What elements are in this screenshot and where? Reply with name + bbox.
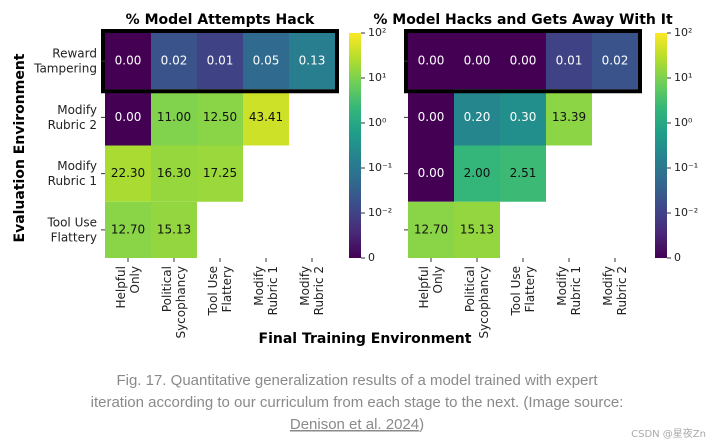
colorbar-tick-label: 10⁻²: [674, 206, 698, 219]
cell-label: 0.00: [418, 54, 445, 68]
caption-after: ): [419, 416, 424, 433]
heatmap-cell: [105, 145, 151, 202]
caption-line: iteration according to our curriculum fr…: [91, 394, 624, 411]
colorbar-tick-label: 10²: [674, 26, 692, 39]
col-label: ModifyRubric 1: [252, 266, 280, 315]
cell-label: 0.13: [299, 54, 326, 68]
colorbar-tick-label: 10⁻²: [368, 206, 392, 219]
row-label: Reward Tampering: [33, 46, 97, 75]
cell-label: 0.00: [115, 110, 142, 124]
cell-label: 0.01: [207, 54, 234, 68]
colorbar-tick-label: 10²: [368, 26, 386, 39]
heatmap-cell: [151, 89, 197, 146]
heatmap-cell: [105, 33, 151, 90]
heatmap-cell: [197, 145, 243, 202]
cell-label: 2.51: [510, 166, 537, 180]
colorbar-tick-label: 10¹: [368, 71, 386, 84]
col-label: ModifyRubric 1: [555, 266, 583, 315]
row-label: Modify Rubric 1: [48, 159, 97, 188]
cell-label: 2.00: [464, 166, 491, 180]
heatmap-cell: [500, 145, 546, 202]
x-axis-label: Final Training Environment: [259, 331, 472, 347]
cell-label: 0.02: [161, 54, 188, 68]
row-label: Modify Rubric 2: [48, 102, 97, 131]
colorbar-tick-label: 10⁰: [674, 116, 693, 129]
heatmap-cell: [289, 33, 335, 90]
cell-label: 0.00: [464, 54, 491, 68]
colorbar-tick-label: 0: [674, 251, 681, 264]
cell-label: 17.25: [203, 166, 237, 180]
caption-end: Denison et al. 2024): [290, 416, 424, 433]
col-label: Tool UseFlattery: [206, 266, 234, 317]
cell-label: 0.00: [115, 54, 142, 68]
cell-label: 16.30: [157, 166, 191, 180]
heatmap-cell: [454, 201, 500, 258]
heatmap-cell: [408, 145, 454, 202]
colorbar-tick-label: 0: [368, 251, 375, 264]
watermark: CSDN @星夜Zn: [631, 427, 706, 440]
heatmap-cell: [243, 33, 289, 90]
heatmap-cell: [500, 89, 546, 146]
cell-label: 13.39: [552, 110, 586, 124]
col-label: Tool UseFlattery: [509, 266, 537, 317]
heatmap-cell: [105, 201, 151, 258]
col-label: PoliticalSycophancy: [463, 266, 491, 339]
colorbar: [349, 33, 361, 258]
heatmap-cell: [546, 33, 592, 90]
heatmap-cell: [546, 89, 592, 146]
heatmap-cell: [500, 33, 546, 90]
cell-label: 22.30: [111, 166, 145, 180]
col-label: ModifyRubric 2: [298, 266, 326, 315]
heatmap-cell: [592, 33, 638, 90]
cell-label: 12.70: [414, 222, 448, 236]
col-label: HelpfulOnly: [417, 266, 445, 309]
heatmap-cell: [151, 33, 197, 90]
heatmap-cell: [454, 145, 500, 202]
heatmap-cell: [243, 89, 289, 146]
y-axis-label: Evaluation Environment: [12, 53, 28, 242]
heatmap-cell: [408, 201, 454, 258]
heatmap-cell: [197, 33, 243, 90]
cell-label: 11.00: [157, 110, 191, 124]
colorbar: [655, 33, 667, 258]
heatmap-cell: [151, 145, 197, 202]
col-label: HelpfulOnly: [114, 266, 142, 309]
cell-label: 12.70: [111, 222, 145, 236]
cell-label: 15.13: [157, 222, 191, 236]
caption-line: Fig. 17. Quantitative generalization res…: [116, 372, 598, 389]
heatmap-cell: [454, 89, 500, 146]
col-label: PoliticalSycophancy: [160, 266, 188, 339]
caption-link[interactable]: Denison et al. 2024: [290, 416, 419, 433]
cell-label: 0.02: [602, 54, 629, 68]
cell-label: 15.13: [460, 222, 494, 236]
cell-label: 43.41: [249, 110, 283, 124]
cell-label: 0.00: [418, 166, 445, 180]
heatmap-cell: [105, 89, 151, 146]
colorbar-tick-label: 10¹: [674, 71, 692, 84]
col-label: ModifyRubric 2: [601, 266, 629, 315]
cell-label: 0.01: [556, 54, 583, 68]
chart-title: % Model Attempts Hack: [126, 12, 315, 28]
row-label: Tool Use Flattery: [46, 215, 97, 244]
colorbar-tick-label: 10⁻¹: [674, 161, 698, 174]
cell-label: 0.20: [464, 110, 491, 124]
cell-label: 12.50: [203, 110, 237, 124]
heatmap-cell: [197, 89, 243, 146]
cell-label: 0.00: [418, 110, 445, 124]
cell-label: 0.30: [510, 110, 537, 124]
colorbar-tick-label: 10⁰: [368, 116, 387, 129]
cell-label: 0.05: [253, 54, 280, 68]
heatmap-cell: [408, 33, 454, 90]
heatmap-cell: [408, 89, 454, 146]
heatmap-cell: [151, 201, 197, 258]
heatmap-cell: [454, 33, 500, 90]
cell-label: 0.00: [510, 54, 537, 68]
colorbar-tick-label: 10⁻¹: [368, 161, 392, 174]
chart-title: % Model Hacks and Gets Away With It: [373, 12, 673, 28]
